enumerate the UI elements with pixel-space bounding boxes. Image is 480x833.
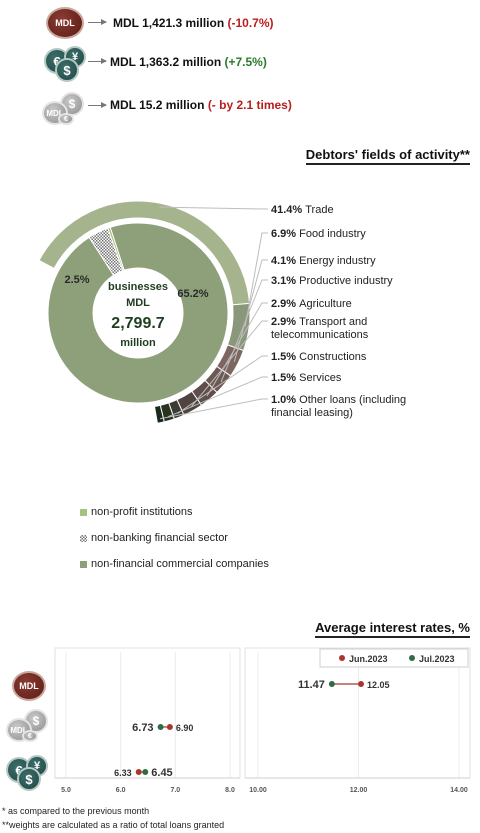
legend-label-jun: Jun.2023 [349,654,388,664]
legend-label-jul: Jul.2023 [419,654,455,664]
summary-row-mdl-fx: MDL 15.2 million (- by 2.1 times) [110,98,292,112]
summary-change: (- by 2.1 times) [207,98,292,112]
fields-section-title: Debtors' fields of activity** [305,147,470,165]
arrow-icon [88,58,107,64]
leader-line [220,279,268,383]
legend-swatch [80,508,87,516]
x-tick-label: 10.00 [249,787,267,794]
legend-item-nonfinancial: non-financial commercial companies [80,558,269,570]
interest-section-title: Average interest rates, % [315,620,470,638]
leader-line [190,320,268,408]
x-tick-label: 14.00 [450,787,468,794]
interest-rates-chart: 5.0 6.0 7.0 8.0 6.73 6.90 6.33 6.45 10.00 12.00 1… [54,647,471,794]
outer-label-services: 1.5% Services [271,372,342,384]
summary-row-fx: MDL 1,363.2 million (+7.5%) [110,55,267,69]
x-tick-label: 12.00 [350,787,368,794]
legend-label: non-financial commercial companies [91,558,269,570]
summary-amount: MDL 1,421.3 million [113,16,225,30]
summary-change: (-10.7%) [227,16,274,30]
leader-line [159,206,268,210]
leader-line [177,355,268,414]
x-tick-label: 8.0 [225,787,235,794]
legend-swatch [80,560,87,568]
center-label-line1: businesses [108,281,168,293]
leader-line [159,398,268,420]
mdl-coin-icon: MDL [46,7,84,39]
fields-of-activity-donut: 41.4% Trade 6.9% Food industry 4.1% Energy… [38,200,406,424]
leader-line [167,376,268,418]
outer-label-energy-industry: 4.1% Energy industry [271,255,376,267]
arrow-icon [88,102,107,108]
mdl-coin-icon: MDL [12,671,46,701]
legend-item-nonbanking: non-banking financial sector [80,532,228,544]
center-label-line2: MDL [126,297,150,309]
point-jun [166,724,173,730]
data-label-jun: 6.33 [114,768,132,778]
legend-marker-jul [409,655,415,661]
leader-line [233,259,268,362]
rates-panel-1 [244,647,471,779]
center-label-value: 2,799.7 [111,315,164,332]
legend-item-nonprofit: non-profit institutions [80,506,193,518]
legend-label: non-profit institutions [91,506,193,518]
outer-label-trade: 41.4% Trade [271,204,334,216]
x-tick-label: 5.0 [61,787,71,794]
point-jul [157,724,164,730]
x-tick-label: 6.0 [116,787,126,794]
center-label-unit: million [120,337,156,349]
summary-row-mdl: MDL 1,421.3 million (-10.7%) [113,16,274,30]
point-jun [135,769,142,775]
inner-value-label-noncomm: 65.2% [177,288,208,300]
point-jul [328,681,335,687]
inner-value-label-nonbank: 2.5% [64,274,89,286]
data-label-jul: 11.47 [298,679,325,691]
legend-marker-jun [339,655,345,661]
point-jul [142,769,149,775]
data-label-jun: 6.90 [176,723,194,733]
outer-label-food-industry: 6.9% Food industry [271,228,366,240]
legend-label: non-banking financial sector [91,532,228,544]
x-tick-label: 7.0 [170,787,180,794]
data-label-jul: 6.73 [132,722,153,734]
rates-panel-0 [54,647,241,779]
data-label-jul: 6.45 [151,767,172,779]
inner-slice-non-profit-institutions [107,226,125,272]
outer-label-constructions: 1.5% Constructions [271,351,367,363]
data-label-jun: 12.05 [367,680,390,690]
leader-line [244,232,268,327]
arrow-icon [88,19,107,25]
legend-swatch [80,534,87,542]
legend-box [319,648,469,668]
inner-slice-non-financial-commercial-companies [47,222,229,404]
summary-amount: MDL 15.2 million [110,98,205,112]
outer-slice-food-industry [226,302,251,352]
point-jun [358,681,365,687]
outer-label-productive-industry: 3.1% Productive industry [271,275,393,287]
footnote-2: **weights are calculated as a ratio of t… [2,820,225,830]
summary-amount: MDL 1,363.2 million [110,55,222,69]
summary-change: (+7.5%) [224,55,267,69]
outer-label-other-loans-including-financial-leasing: 1.0% Other loans (including financial lea… [271,394,406,419]
footnote-1: * as compared to the previous month [2,806,150,816]
outer-label-transport-and-telecommunications: 2.9% Transport and telecommunications [271,316,369,341]
outer-label-agriculture: 2.9% Agriculture [271,298,352,310]
